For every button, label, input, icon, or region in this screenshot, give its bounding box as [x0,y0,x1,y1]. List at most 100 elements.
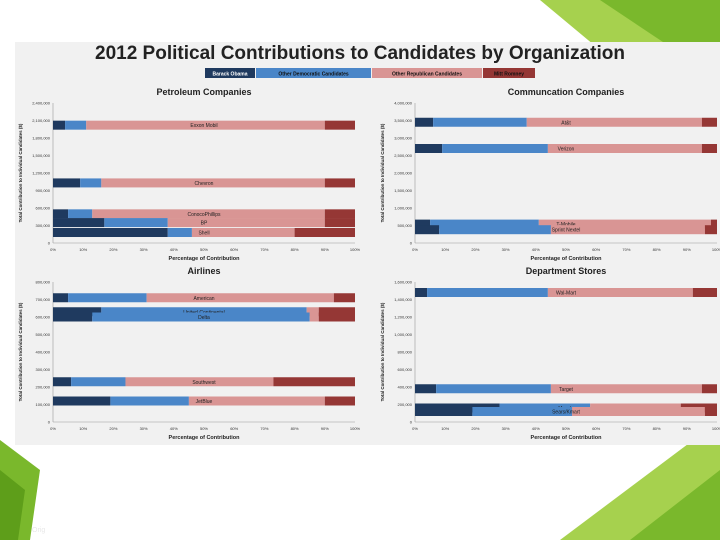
bar-segment [324,218,355,228]
y-tick-label: 800,000 [398,350,413,355]
bar-segment [538,219,711,229]
green-accent-bottom-right-dark [630,470,720,540]
x-tick-label: 100% [350,426,361,431]
x-tick-label: 60% [230,247,238,252]
x-tick-label: 10% [79,247,87,252]
bar-segment [324,178,355,188]
bar-segment [550,225,705,235]
chart-panel: Airlines 0 100,000 200,000 300,000 400,000 500… [18,266,361,441]
x-tick-label: 0% [412,426,418,431]
bar-segment [101,178,325,188]
bar-segment [104,218,168,228]
bar-segment [188,396,325,406]
bar-segment [273,377,355,387]
x-tick-label: 40% [532,247,540,252]
x-axis-title: Percentage of Contribution [169,435,241,441]
bar-label: American [193,296,214,302]
bar-segment [309,312,319,322]
x-tick-label: 90% [683,247,691,252]
y-tick-label: 2,000,000 [394,171,413,176]
x-tick-label: 80% [291,426,299,431]
y-tick-label: 500,000 [36,332,51,337]
bar-segment [53,312,93,322]
bar-label: Wal-Mart [556,291,577,297]
bar-segment [526,117,702,127]
chart-panel: Communcation Companies 0 500,000 1,000,000 1… [380,87,720,262]
bar-segment [125,377,274,387]
x-tick-label: 80% [653,247,661,252]
panel-title: Airlines [187,266,220,276]
x-tick-label: 10% [441,426,449,431]
y-tick-label: 1,200,000 [394,315,413,320]
y-tick-label: 300,000 [36,367,51,372]
bar-segment [53,396,111,406]
y-tick-label: 0 [410,420,413,425]
x-tick-label: 0% [50,426,56,431]
y-tick-label: 0 [48,420,51,425]
bar-segment [68,293,147,303]
chart-panels: Petroleum Companies 0 300,000 600,000 900,00… [18,87,720,441]
bar-segment [53,307,102,317]
legend-label: Other Republican Candidates [392,72,462,78]
bar-segment [701,384,717,394]
bar-segment [324,396,355,406]
x-tick-label: 40% [532,426,540,431]
x-tick-label: 40% [170,426,178,431]
x-tick-label: 60% [592,247,600,252]
x-tick-label: 100% [712,247,720,252]
x-tick-label: 0% [50,247,56,252]
y-tick-label: 1,000,000 [394,332,413,337]
bar-segment [65,120,87,130]
bar-segment [167,218,325,228]
bar-segment [86,120,325,130]
bar-segment [318,312,355,322]
bar-segment [53,209,69,219]
panel-title: Petroleum Companies [156,87,251,97]
bar-label: Chevron [195,181,214,187]
bar-label: BP [201,221,208,227]
x-tick-label: 30% [502,426,510,431]
y-tick-label: 600,000 [398,367,413,372]
bar-segment [167,228,192,237]
y-tick-label: 1,400,000 [394,297,413,302]
legend-swatch [483,68,535,78]
x-tick-label: 30% [502,247,510,252]
x-tick-label: 20% [471,247,479,252]
bar-segment [333,293,355,303]
x-tick-label: 10% [79,426,87,431]
bar-segment [146,293,334,303]
x-tick-label: 20% [471,426,479,431]
y-tick-label: 4,000,000 [394,101,413,106]
y-tick-label: 400,000 [398,385,413,390]
x-tick-label: 100% [350,247,361,252]
bar-segment [53,218,105,228]
bar-segment [442,144,548,153]
bar-segment [436,384,551,394]
legend-swatch [205,68,255,78]
bar-label: Sears/Kmart [552,410,580,416]
y-tick-label: 1,200,000 [32,171,51,176]
legend-swatch [372,68,482,78]
y-tick-label: 500,000 [398,223,413,228]
bar-segment [430,219,539,229]
bar-segment [68,209,93,219]
bar-segment [324,120,355,130]
y-tick-label: 3,500,000 [394,118,413,123]
bar-label: Sprint Nextel [552,228,581,234]
chart-figure: 2012 Political Contributions to Candidat… [15,42,720,445]
x-tick-label: 40% [170,247,178,252]
x-tick-label: 80% [291,247,299,252]
bar-segment [92,312,310,322]
x-tick-label: 90% [321,247,329,252]
bar-label: JetBlue [196,399,213,405]
x-tick-label: 70% [622,426,630,431]
bar-segment [318,307,355,317]
bar-segment [692,288,717,297]
bar-segment [306,307,319,317]
x-tick-label: 90% [683,426,691,431]
bar-segment [704,225,717,235]
x-tick-label: 20% [109,426,117,431]
x-tick-label: 100% [712,426,720,431]
y-tick-label: 400,000 [36,350,51,355]
x-tick-label: 50% [200,247,208,252]
